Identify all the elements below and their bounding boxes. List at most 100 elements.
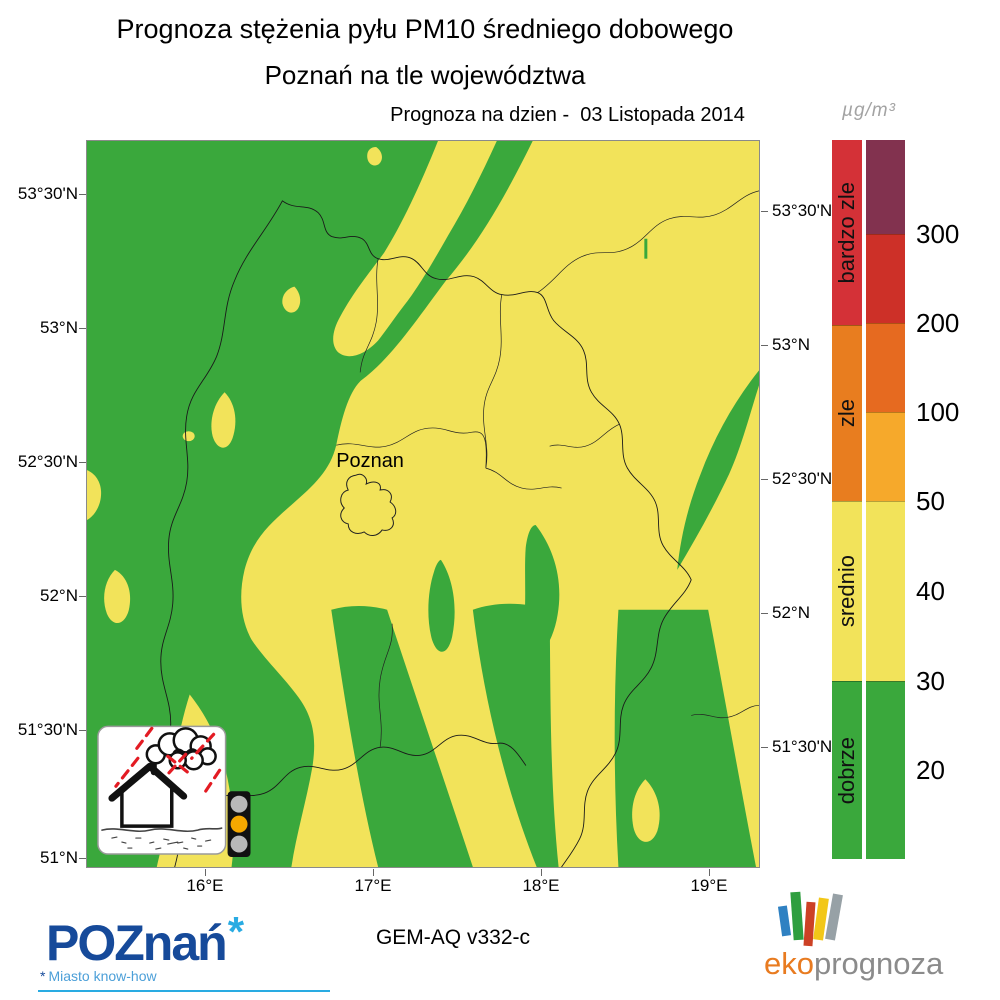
poznan-city-outline — [340, 473, 397, 536]
legend-scale-tick: 300 — [916, 219, 960, 249]
county-border — [378, 623, 393, 748]
axis-tick — [79, 194, 86, 195]
yellow-patch — [104, 569, 131, 624]
green-streak — [331, 605, 473, 867]
county-border — [691, 705, 759, 719]
axis-tick — [761, 613, 768, 614]
lon-label: 16°E — [186, 876, 224, 895]
wind-dash-lines — [114, 726, 222, 796]
eko-text-gray: prognoza — [813, 946, 944, 981]
axis-tick — [761, 211, 768, 212]
eko-text-orange: eko — [764, 946, 814, 981]
yellow-patch — [182, 431, 195, 442]
legend-category-label: bardzo zle — [834, 181, 859, 284]
legend-category-label: zle — [834, 399, 859, 428]
legend-category-srednio: srednio — [832, 501, 862, 681]
legend-scale-segment — [866, 234, 905, 323]
yellow-patch — [367, 146, 382, 166]
inset-house-illustration — [97, 725, 227, 855]
axis-tick — [79, 328, 86, 329]
legend-scale-tick: 40 — [916, 576, 945, 606]
ground-sketch — [101, 827, 223, 850]
axis-tick — [79, 730, 86, 731]
county-border — [359, 258, 379, 373]
lat-label-right: 52°N — [772, 603, 810, 622]
cloud-detail — [172, 748, 198, 754]
traffic-light-icon — [227, 791, 251, 858]
poznan-tagline-text: Miasto know-how — [48, 968, 157, 984]
legend-scale-tick: 50 — [916, 486, 945, 516]
poznan-logo-text: POZnań — [46, 915, 228, 971]
legend-category-bardzo-zle: bardzo zle — [832, 140, 862, 325]
legend-unit-label: µg/m³ — [842, 100, 896, 121]
county-border — [537, 190, 759, 293]
lat-label-left: 52°N — [40, 586, 78, 605]
legend-scale-tick: 100 — [916, 397, 960, 427]
lat-label-right: 53°30'N — [772, 201, 833, 220]
axis-tick — [79, 858, 86, 859]
province-border-north — [281, 200, 539, 296]
poznan-tagline: * Miasto know-how — [40, 968, 157, 984]
lon-label: 17°E — [354, 876, 392, 895]
axis-tick — [709, 869, 710, 876]
legend-category-label: srednio — [834, 555, 859, 628]
legend-category-bar: bardzo zle zle srednio dobrze — [832, 140, 862, 859]
ekoprognoza-logo-icon — [778, 891, 843, 947]
lat-label-left: 51°N — [40, 848, 78, 867]
legend-scale-segment — [866, 140, 905, 234]
bar-chart-icon — [778, 891, 843, 947]
yellow-patch — [87, 470, 102, 520]
axis-tick — [205, 869, 206, 876]
axis-tick — [761, 747, 768, 748]
legend-scale-segment — [866, 412, 905, 501]
legend-category-label: dobrze — [834, 736, 859, 805]
poznan-logo-star: * — [227, 908, 245, 955]
axis-tick — [79, 462, 86, 463]
yellow-patch — [632, 779, 660, 842]
county-border — [483, 294, 503, 469]
lat-label-left: 53°30'N — [17, 184, 78, 203]
legend-scale-segment — [866, 323, 905, 412]
province-border-east — [537, 292, 692, 867]
lat-label-left: 53°N — [40, 318, 78, 337]
green-streak — [472, 603, 559, 867]
poznan-logo-rule — [38, 990, 330, 992]
legend-scale-segment — [866, 681, 905, 859]
county-border — [336, 427, 487, 469]
yellow-band-north — [333, 141, 497, 357]
legend-category-dobrze: dobrze — [832, 681, 862, 859]
county-border — [485, 467, 562, 490]
legend-scale-segment — [866, 501, 905, 681]
poznan-label: Poznan — [336, 450, 404, 472]
axis-tick — [761, 345, 768, 346]
lat-label-right: 53°N — [772, 335, 810, 354]
forecast-map: Poznan — [87, 141, 759, 867]
lon-label: 19°E — [690, 876, 728, 895]
lat-label-right: 52°30'N — [772, 469, 833, 488]
axis-tick — [541, 869, 542, 876]
lon-label: 18°E — [522, 876, 560, 895]
green-streak — [428, 559, 455, 652]
traffic-light-amber-lamp — [230, 815, 248, 833]
ekoprognoza-logo-text: ekoprognoza — [764, 946, 943, 982]
model-version-label: GEM-AQ v332-c — [375, 926, 531, 949]
axis-tick — [761, 479, 768, 480]
poznan-logo: POZnań* — [46, 908, 244, 972]
forecast-date: Prognoza na dzien - 03 Listopada 2014 — [390, 104, 745, 126]
legend-scale-tick: 30 — [916, 666, 945, 696]
axis-tick — [373, 869, 374, 876]
legend-scale-bar — [866, 140, 905, 859]
lat-label-right: 51°30'N — [772, 737, 833, 756]
title-line-2: Poznań na tle województwa — [264, 60, 586, 90]
yellow-patch — [282, 286, 301, 313]
axis-tick — [79, 596, 86, 597]
county-borders — [336, 190, 759, 748]
green-streak — [677, 370, 759, 570]
legend-scale-tick: 20 — [916, 755, 945, 785]
title-line-1: Prognoza stężenia pyłu PM10 średniego do… — [116, 14, 734, 44]
lat-label-left: 51°30'N — [17, 720, 78, 739]
lat-label-left: 52°30'N — [17, 452, 78, 471]
map-panel: Poznan — [86, 140, 760, 868]
legend-category-zle: zle — [832, 325, 862, 501]
